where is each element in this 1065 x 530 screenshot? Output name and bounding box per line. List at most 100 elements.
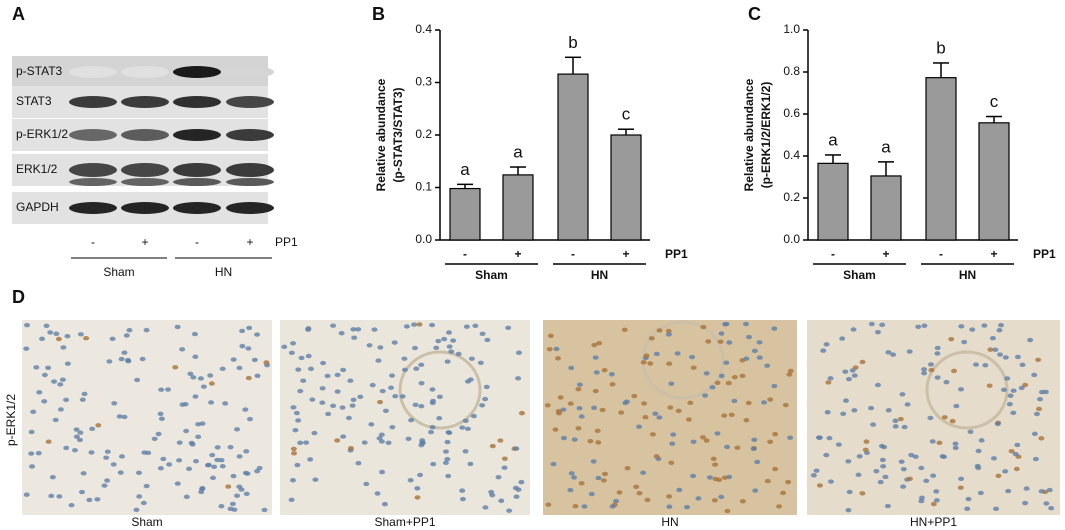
nucleus bbox=[785, 479, 792, 485]
nucleus bbox=[1036, 406, 1043, 412]
bar bbox=[449, 187, 481, 241]
bar bbox=[557, 73, 589, 241]
y-tick-label: 1.0 bbox=[783, 22, 800, 36]
nucleus bbox=[245, 346, 252, 351]
nucleus bbox=[690, 473, 697, 479]
nucleus bbox=[656, 415, 663, 420]
y-tick-label: 0.0 bbox=[783, 232, 800, 246]
nucleus bbox=[712, 462, 719, 467]
nucleus bbox=[416, 322, 423, 327]
group-label: HN bbox=[591, 268, 608, 282]
nucleus bbox=[298, 355, 305, 361]
nucleus bbox=[666, 361, 673, 366]
nucleus bbox=[345, 415, 352, 421]
nucleus bbox=[1010, 388, 1017, 393]
nucleus bbox=[291, 451, 298, 456]
nucleus bbox=[918, 498, 925, 504]
nucleus bbox=[904, 402, 911, 407]
nucleus bbox=[462, 449, 469, 454]
nucleus bbox=[684, 504, 691, 510]
nucleus bbox=[239, 343, 246, 349]
nucleus bbox=[214, 445, 221, 450]
nucleus bbox=[1010, 410, 1017, 416]
nucleus bbox=[403, 324, 410, 329]
nucleus bbox=[246, 325, 253, 331]
y-tick-label: 0.2 bbox=[783, 190, 800, 204]
nucleus bbox=[863, 439, 870, 444]
nucleus bbox=[63, 397, 70, 403]
nucleus bbox=[591, 342, 598, 348]
nucleus bbox=[165, 387, 172, 392]
nucleus bbox=[429, 387, 436, 392]
nucleus bbox=[430, 461, 437, 467]
nucleus bbox=[305, 353, 312, 359]
nucleus bbox=[381, 501, 388, 507]
nucleus bbox=[68, 502, 75, 508]
nucleus bbox=[334, 372, 341, 378]
nucleus bbox=[83, 336, 90, 341]
nucleus bbox=[1013, 466, 1020, 472]
nucleus bbox=[653, 351, 660, 357]
nucleus bbox=[512, 485, 519, 491]
nucleus bbox=[141, 450, 148, 455]
nucleus bbox=[1038, 436, 1045, 441]
nucleus bbox=[294, 462, 301, 468]
nucleus bbox=[143, 483, 150, 489]
nucleus bbox=[290, 446, 297, 452]
nucleus bbox=[609, 504, 616, 509]
nucleus bbox=[135, 470, 142, 476]
x-tick-label: + bbox=[990, 247, 997, 261]
nucleus bbox=[699, 435, 706, 440]
nucleus bbox=[197, 376, 204, 381]
nucleus bbox=[48, 493, 55, 499]
nucleus bbox=[111, 401, 118, 406]
nucleus bbox=[418, 362, 425, 368]
nucleus bbox=[845, 376, 852, 382]
nucleus bbox=[214, 457, 221, 463]
blot-row-label: p-ERK1/2 bbox=[16, 127, 68, 141]
nucleus bbox=[827, 376, 834, 381]
nucleus bbox=[751, 437, 758, 442]
nucleus bbox=[897, 416, 904, 422]
nucleus bbox=[709, 385, 716, 390]
nucleus bbox=[599, 407, 606, 413]
nucleus bbox=[51, 379, 58, 384]
nucleus bbox=[616, 490, 623, 495]
nucleus bbox=[389, 373, 396, 378]
nucleus bbox=[1019, 362, 1026, 368]
significance-letter: a bbox=[513, 143, 523, 162]
bar bbox=[610, 134, 642, 241]
nucleus bbox=[176, 440, 183, 445]
nucleus bbox=[236, 454, 243, 459]
nucleus bbox=[665, 332, 672, 337]
blot-row-label: GAPDH bbox=[16, 200, 59, 214]
nucleus bbox=[210, 475, 217, 481]
nucleus bbox=[572, 503, 579, 509]
blot-row-label: p-STAT3 bbox=[16, 64, 63, 78]
nucleus bbox=[133, 507, 140, 513]
nucleus bbox=[739, 373, 746, 379]
nucleus bbox=[95, 423, 102, 428]
nucleus bbox=[123, 333, 130, 338]
nucleus bbox=[448, 349, 455, 354]
nucleus bbox=[653, 454, 660, 459]
nucleus bbox=[470, 413, 477, 419]
nucleus bbox=[874, 382, 881, 388]
nucleus bbox=[787, 435, 794, 440]
nucleus bbox=[981, 323, 988, 328]
y-tick-label: 0.2 bbox=[415, 127, 432, 141]
nucleus bbox=[997, 352, 1004, 357]
nucleus bbox=[444, 439, 451, 445]
nucleus bbox=[49, 474, 56, 480]
nucleus bbox=[824, 410, 831, 415]
image-background bbox=[807, 320, 1060, 515]
nucleus bbox=[609, 382, 616, 387]
nucleus bbox=[467, 461, 474, 467]
nucleus bbox=[195, 422, 202, 427]
nucleus bbox=[827, 479, 834, 484]
significance-letter: a bbox=[828, 130, 838, 149]
nucleus bbox=[870, 422, 877, 427]
nucleus bbox=[160, 456, 167, 462]
nucleus bbox=[1004, 376, 1011, 381]
nucleus bbox=[340, 434, 347, 439]
